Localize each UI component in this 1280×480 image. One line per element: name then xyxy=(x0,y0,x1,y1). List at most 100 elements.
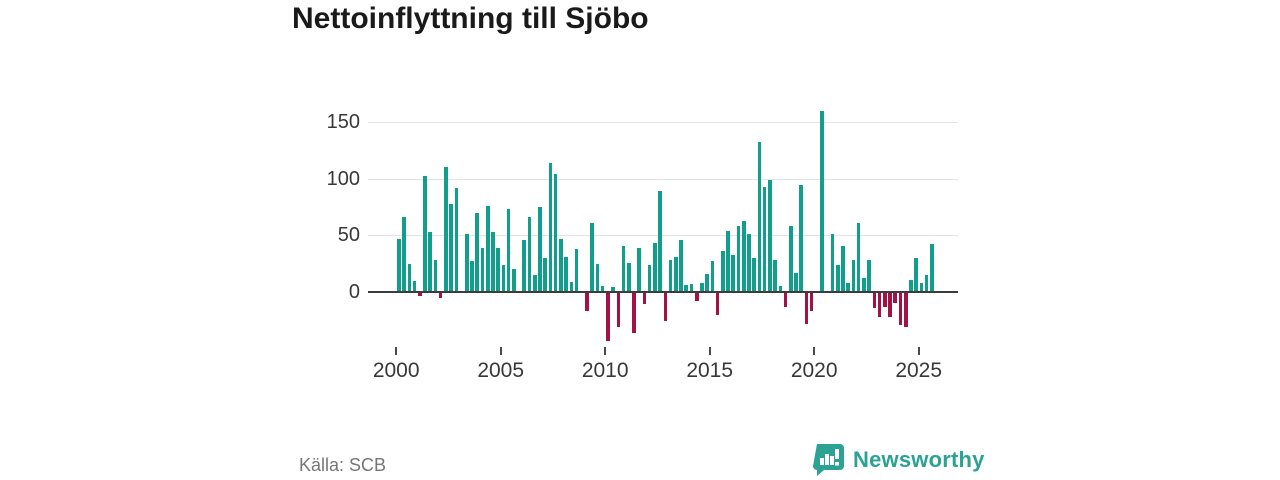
bar-positive xyxy=(532,274,537,292)
bar-positive xyxy=(778,286,783,292)
bar-positive xyxy=(830,234,835,292)
bar-positive xyxy=(595,263,600,292)
bar-positive xyxy=(867,260,871,292)
bar-positive xyxy=(835,264,840,292)
bar-positive xyxy=(590,222,594,292)
bar-positive xyxy=(653,243,657,292)
bar-positive xyxy=(930,244,934,292)
bar-positive xyxy=(397,238,401,292)
bar-negative xyxy=(438,293,443,298)
bar-positive xyxy=(527,217,532,292)
bar-negative xyxy=(804,293,809,324)
bar-negative xyxy=(694,293,699,301)
bar-positive xyxy=(475,212,480,292)
bar-positive xyxy=(762,186,767,292)
bar-positive xyxy=(501,264,506,292)
bar-positive xyxy=(496,247,500,292)
bar-negative xyxy=(783,293,788,307)
bar-positive xyxy=(731,254,736,292)
x-axis-tick-label: 2010 xyxy=(581,359,629,382)
bar-negative xyxy=(872,293,877,308)
bar-positive xyxy=(569,281,574,292)
bar-positive xyxy=(794,272,798,292)
bar-positive xyxy=(788,226,793,292)
bar-positive xyxy=(423,176,427,292)
bar-negative xyxy=(642,293,647,305)
bar-positive xyxy=(428,231,433,292)
bar-positive xyxy=(674,256,678,292)
bar-positive xyxy=(412,280,417,292)
bar-positive xyxy=(611,287,615,292)
bar-positive xyxy=(851,260,856,292)
bar-positive xyxy=(553,174,558,292)
bar-negative xyxy=(877,293,882,317)
bar-positive xyxy=(433,260,438,292)
bar-positive xyxy=(470,261,474,292)
gridline-y50 xyxy=(368,235,958,237)
x-axis-zero-line xyxy=(368,291,958,293)
bar-positive xyxy=(543,257,547,292)
bar-positive xyxy=(689,284,694,292)
bar-positive xyxy=(862,278,866,292)
bar-positive xyxy=(449,203,453,292)
bar-negative xyxy=(898,293,903,325)
bar-positive xyxy=(705,273,709,292)
bar-positive xyxy=(846,282,851,292)
bar-positive xyxy=(538,206,542,292)
y-axis-tick-label: 0 xyxy=(348,281,360,303)
bar-positive xyxy=(668,260,673,292)
bar-positive xyxy=(564,256,568,292)
brand-logo: Newsworthy xyxy=(813,443,985,476)
bar-positive xyxy=(684,285,689,292)
x-axis-tick-mark xyxy=(917,347,920,355)
chart-title: Nettoinflyttning till Sjöbo xyxy=(292,2,649,35)
brand-name: Newsworthy xyxy=(853,446,985,472)
bar-positive xyxy=(700,282,704,292)
bar-positive xyxy=(444,167,448,292)
bar-positive xyxy=(757,142,762,292)
x-axis-tick-label: 2020 xyxy=(790,359,838,382)
y-axis-tick-label: 100 xyxy=(326,167,360,190)
x-axis-tick-label: 2005 xyxy=(477,359,525,382)
bar-positive xyxy=(465,234,469,292)
x-axis-tick-label: 2025 xyxy=(895,359,943,382)
x-axis-tick-mark xyxy=(499,347,502,355)
bar-positive xyxy=(548,162,553,292)
x-axis-tick-label: 2015 xyxy=(686,359,734,382)
bar-positive xyxy=(841,245,845,292)
bar-positive xyxy=(773,260,777,292)
y-axis-tick-label: 150 xyxy=(326,110,360,133)
bar-positive xyxy=(574,248,579,292)
bar-positive xyxy=(506,209,511,292)
bar-positive xyxy=(768,179,772,292)
x-axis-tick-mark xyxy=(708,347,711,355)
x-axis-tick-mark xyxy=(813,347,816,355)
bar-positive xyxy=(721,251,725,292)
bar-negative xyxy=(903,293,908,327)
bar-positive xyxy=(512,269,516,292)
bar-positive xyxy=(679,239,683,292)
bar-negative xyxy=(585,293,589,312)
source-caption: Källa: SCB xyxy=(299,455,387,475)
bar-positive xyxy=(752,257,756,292)
bar-positive xyxy=(799,185,803,292)
bar-negative xyxy=(809,293,814,312)
gridline-y100 xyxy=(368,178,958,180)
bar-positive xyxy=(637,247,642,292)
bar-positive xyxy=(647,264,652,292)
y-axis-tick-label: 50 xyxy=(337,224,360,247)
bar-positive xyxy=(924,274,929,292)
bar-positive xyxy=(914,257,918,292)
bar-positive xyxy=(480,247,485,292)
bar-positive xyxy=(621,245,626,292)
bar-negative xyxy=(616,293,621,327)
bar-negative xyxy=(893,293,898,304)
bar-positive xyxy=(919,282,924,292)
bar-positive xyxy=(747,234,751,292)
x-axis-tick-label: 2000 xyxy=(372,359,420,382)
x-axis-tick-mark xyxy=(395,347,398,355)
bar-negative xyxy=(883,293,887,307)
bar-negative xyxy=(606,293,610,341)
bar-positive xyxy=(736,226,741,292)
